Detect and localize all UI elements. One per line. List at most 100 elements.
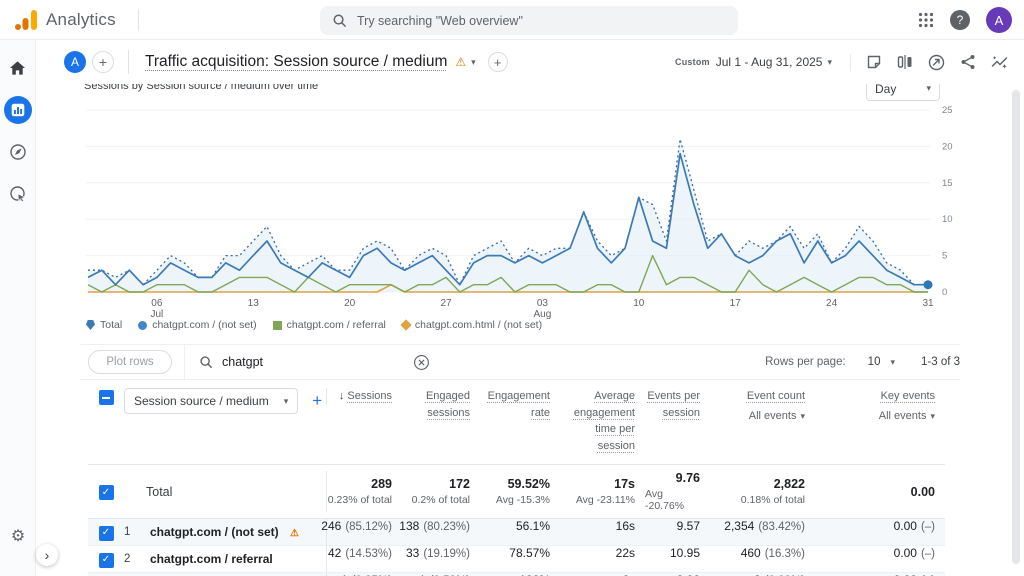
help-icon[interactable]: ? <box>950 10 970 30</box>
pagination-info: 1-3 of 3 <box>921 356 960 368</box>
svg-text:10: 10 <box>633 298 645 309</box>
chevron-down-icon[interactable]: ▾ <box>471 57 476 68</box>
user-avatar[interactable]: A <box>986 7 1012 33</box>
metric-value: 42 <box>328 546 341 560</box>
global-search-input[interactable]: Try searching "Web overview" <box>320 6 738 35</box>
legend-label: chatgpt.com / (not set) <box>152 319 256 331</box>
metric-cell: 42 (14.53%) <box>326 546 402 572</box>
sidebar-item-home[interactable] <box>4 54 32 82</box>
metric-subvalue: (14.53%) <box>345 548 392 560</box>
metric-value: 9.76 <box>676 471 700 485</box>
share-icon[interactable] <box>960 54 976 70</box>
row-checkbox[interactable]: ✓ <box>99 485 114 500</box>
table-search-input[interactable]: chatgpt <box>199 355 263 369</box>
metric-header-label: Engagement rate <box>488 390 550 419</box>
row-checkbox[interactable]: ✓ <box>99 553 114 568</box>
metric-cell: 22s <box>560 546 645 572</box>
metric-column-header[interactable]: Events per session <box>645 388 710 421</box>
svg-text:27: 27 <box>440 298 452 309</box>
account-avatar[interactable]: A <box>64 51 86 73</box>
add-dimension-button[interactable]: + <box>312 391 322 411</box>
metric-column-header[interactable]: Engagement rate <box>480 388 560 421</box>
row-checkbox-cell: ✓ <box>88 483 124 500</box>
svg-text:31: 31 <box>922 298 934 309</box>
benchmark-icon[interactable] <box>928 54 945 71</box>
apps-grid-icon[interactable] <box>918 12 934 28</box>
legend-label: chatgpt.com / referral <box>287 319 386 331</box>
date-mode-label: Custom <box>675 57 710 67</box>
total-metric-cell: 0.00 <box>815 471 945 512</box>
legend-item: Total <box>86 319 122 331</box>
row-checkbox-cell: ✓ <box>88 551 124 568</box>
header-checkbox-cell <box>88 388 124 405</box>
metric-header-label: Key events <box>881 390 935 402</box>
metric-column-header[interactable]: Average engagement time per session <box>560 388 645 454</box>
chevron-down-icon[interactable]: ▾ <box>890 357 895 368</box>
report-title[interactable]: Traffic acquisition: Session source / me… <box>145 53 447 71</box>
metric-cell: 56.1% <box>480 519 560 545</box>
chevron-down-icon: ▾ <box>827 57 832 68</box>
metric-header-label-wrap: Events per session <box>645 388 700 421</box>
sidebar-expand-button[interactable]: › <box>36 544 58 566</box>
dimension-header-cell: Session source / medium▾ + <box>124 388 326 414</box>
metric-column-header[interactable]: Engaged sessions <box>402 388 480 421</box>
metric-value: 10.95 <box>670 546 700 560</box>
notes-icon[interactable] <box>866 54 882 70</box>
total-metric-cell: 2,8220.18% of total <box>710 471 815 512</box>
sort-desc-icon: ↓ <box>339 388 345 405</box>
metric-value: 246 <box>321 519 341 533</box>
check-mark: ✓ <box>102 488 110 498</box>
bar-chart-icon <box>11 103 25 117</box>
add-comparison-button[interactable]: + <box>92 51 114 73</box>
metric-value: 2,822 <box>774 477 805 491</box>
svg-text:03: 03 <box>537 298 549 309</box>
search-placeholder: Try searching "Web overview" <box>357 14 523 28</box>
legend-label: Total <box>100 319 122 331</box>
metric-column-header[interactable]: Key events All events▾ <box>815 388 945 424</box>
metric-cell: 460(16.3%) <box>710 546 815 572</box>
metric-cell: 16s <box>560 519 645 545</box>
sidebar-item-explore[interactable] <box>4 138 32 166</box>
metric-header-label-wrap: ↓ Sessions <box>327 388 392 405</box>
svg-text:25: 25 <box>942 105 953 116</box>
total-metric-cell: 9.76Avg -20.76% <box>645 471 710 512</box>
metric-subvalue: (80.23%) <box>423 521 470 533</box>
legend-label: chatgpt.com.html / (not set) <box>415 319 542 331</box>
plot-rows-button[interactable]: Plot rows <box>88 350 172 374</box>
metric-value: 22s <box>616 546 635 560</box>
metric-header-label-wrap: Engagement rate <box>480 388 550 421</box>
dimension-select[interactable]: Session source / medium▾ <box>124 388 298 414</box>
clear-search-icon[interactable] <box>413 354 430 371</box>
metric-value: 9.57 <box>677 519 700 533</box>
metric-header-label: Average engagement time per session <box>574 390 635 452</box>
admin-gear-icon[interactable]: ⚙ <box>4 522 32 550</box>
row-checkbox[interactable]: ✓ <box>99 526 114 541</box>
metric-header-label: Event count <box>747 390 805 402</box>
rows-per-page-value[interactable]: 10 <box>868 356 881 368</box>
select-all-checkbox[interactable] <box>99 390 114 405</box>
dimension-value: chatgpt.com / referral <box>150 552 326 566</box>
svg-text:20: 20 <box>942 141 953 152</box>
dimension-value: chatgpt.com / (not set) ⚠ <box>150 525 326 539</box>
metric-header-label-wrap: Event count <box>710 388 805 405</box>
metric-subvalue: Avg -15.3% <box>496 494 550 506</box>
vertical-scrollbar[interactable] <box>1012 90 1020 564</box>
customize-report-button[interactable]: + <box>488 52 508 72</box>
metric-filter-select[interactable]: All events▾ <box>710 408 805 425</box>
metric-filter-select[interactable]: All events▾ <box>815 408 935 425</box>
sidebar-item-advertising[interactable] <box>4 180 32 208</box>
divider <box>138 9 139 31</box>
sidebar-item-reports[interactable] <box>4 96 32 124</box>
metric-column-header[interactable]: ↓ Sessions <box>326 388 402 405</box>
metric-column-header[interactable]: Event count All events▾ <box>710 388 815 424</box>
compare-icon[interactable] <box>897 54 913 70</box>
report-header: A + Traffic acquisition: Session source … <box>36 40 1024 84</box>
total-row-label: Total <box>124 485 326 499</box>
metric-value: 138 <box>399 519 419 533</box>
chevron-down-icon: ▾ <box>930 411 935 421</box>
date-range-picker[interactable]: Custom Jul 1 - Aug 31, 2025 ▾ <box>675 55 832 69</box>
metric-cell: 78.57% <box>480 546 560 572</box>
insights-icon[interactable] <box>991 54 1008 70</box>
metric-value: 460 <box>741 546 761 560</box>
metric-header-label: Sessions <box>347 390 392 402</box>
